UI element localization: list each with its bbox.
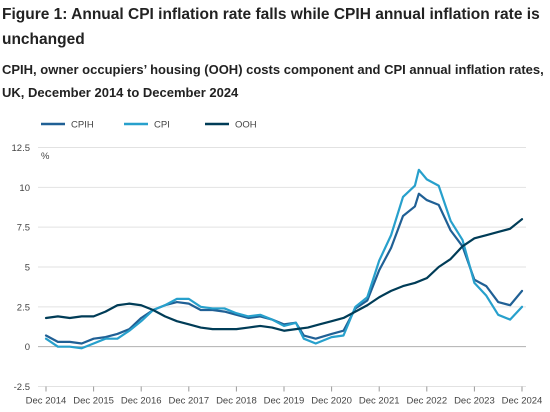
- y-axis-ticks: -2.5 0 2.5 5 7.5 10 12.5: [12, 143, 31, 393]
- y-tick-label: -2.5: [14, 382, 30, 393]
- series-line-cpih: [44, 192, 524, 345]
- x-tick-label: Dec 2014: [26, 396, 67, 407]
- chart-legend: CPIH CPI OOH: [41, 120, 257, 131]
- y-tick-label: 12.5: [12, 143, 31, 154]
- x-tick-label: Dec 2019: [264, 396, 305, 407]
- series-lines: [44, 168, 524, 350]
- x-tick-label: Dec 2015: [73, 396, 114, 407]
- series-line-cpi: [44, 168, 524, 350]
- chart-subtitle: CPIH, owner occupiers’ housing (OOH) cos…: [2, 62, 544, 100]
- series-line-ooh: [44, 218, 524, 332]
- x-axis-ticks: Dec 2014 Dec 2015 Dec 2016 Dec 2017 Dec 2018…: [26, 386, 543, 407]
- y-tick-label: 2.5: [17, 302, 30, 313]
- y-axis-unit-label: %: [41, 151, 50, 162]
- x-tick-label: Dec 2024: [502, 396, 543, 407]
- legend-label-cpi: CPI: [154, 120, 170, 131]
- x-tick-label: Dec 2016: [121, 396, 162, 407]
- gridlines: [38, 147, 526, 387]
- x-tick-label: Dec 2018: [216, 396, 257, 407]
- chart-title: Figure 1: Annual CPI inflation rate fall…: [2, 6, 540, 48]
- y-tick-label: 5: [25, 263, 30, 274]
- x-tick-label: Dec 2023: [454, 396, 495, 407]
- x-tick-label: Dec 2020: [311, 396, 352, 407]
- y-tick-label: 7.5: [17, 223, 30, 234]
- x-tick-label: Dec 2017: [168, 396, 209, 407]
- x-tick-label: Dec 2022: [406, 396, 447, 407]
- x-tick-label: Dec 2021: [359, 396, 400, 407]
- y-tick-label: 10: [19, 183, 30, 194]
- y-tick-label: 0: [25, 342, 30, 353]
- legend-label-cpih: CPIH: [71, 120, 94, 131]
- legend-label-ooh: OOH: [235, 120, 257, 131]
